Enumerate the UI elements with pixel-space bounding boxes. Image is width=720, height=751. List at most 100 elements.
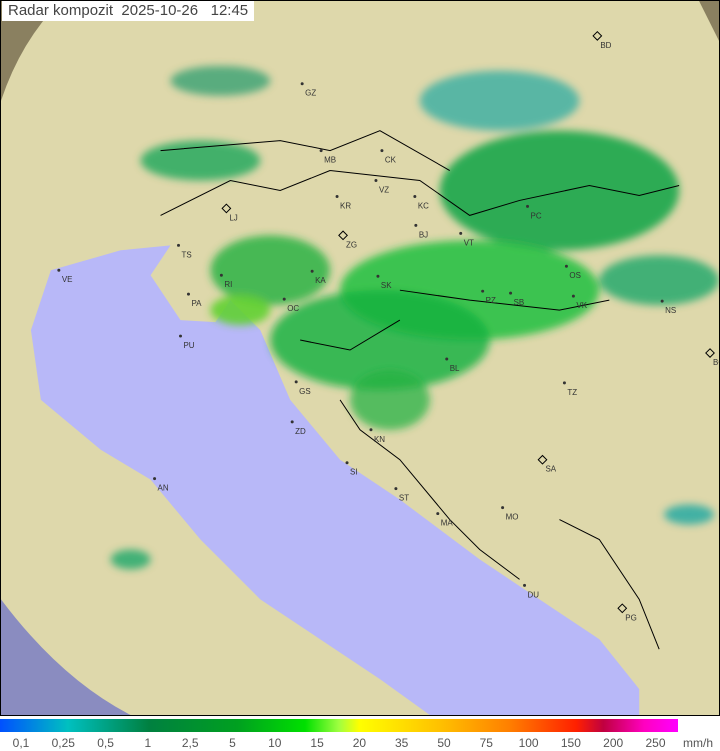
city-label: VE bbox=[62, 275, 73, 284]
city-marker bbox=[501, 506, 505, 510]
city-label: KC bbox=[418, 201, 429, 210]
city-label: SK bbox=[381, 281, 392, 290]
scale-label: 20 bbox=[352, 736, 367, 750]
city-label: BL bbox=[450, 364, 460, 373]
city-label: ST bbox=[399, 494, 409, 503]
scale-unit: mm/h bbox=[683, 736, 713, 750]
scale-label: 75 bbox=[479, 736, 493, 750]
city-label: SI bbox=[350, 468, 358, 477]
city-marker bbox=[282, 297, 286, 301]
city-marker bbox=[459, 231, 463, 235]
city-marker bbox=[380, 149, 384, 153]
scale-label: 15 bbox=[310, 736, 324, 750]
city-marker bbox=[571, 294, 575, 298]
radar-map[interactable]: BD GZ MB CK VZ KC KR LJ BJ ZG VT PC TS VE KA SK RI OS PZ SB… bbox=[0, 0, 720, 716]
city-marker bbox=[376, 274, 380, 278]
city-label: OS bbox=[569, 271, 581, 280]
city-marker bbox=[186, 292, 190, 296]
precipitation-color-scale bbox=[0, 719, 678, 732]
city-marker bbox=[374, 179, 378, 182]
borders bbox=[160, 130, 680, 650]
city-marker bbox=[436, 512, 440, 516]
city-label: MB bbox=[324, 156, 336, 165]
city-label: CK bbox=[385, 156, 397, 165]
city-marker bbox=[319, 149, 323, 153]
city-marker bbox=[57, 268, 61, 272]
city-label: VZ bbox=[379, 185, 389, 194]
city-marker bbox=[310, 269, 314, 273]
city-label: LJ bbox=[229, 213, 237, 222]
city-label: PG bbox=[625, 613, 637, 622]
city-marker bbox=[617, 603, 628, 614]
city-label: DU bbox=[528, 590, 540, 599]
outside-sea bbox=[1, 599, 131, 715]
scale-label: 0,1 bbox=[12, 736, 30, 750]
city-marker bbox=[564, 264, 568, 268]
scale-label: 250 bbox=[645, 736, 666, 750]
scale-label: 1 bbox=[144, 736, 152, 750]
city-marker bbox=[179, 334, 182, 338]
city-label: GZ bbox=[305, 89, 316, 98]
scale-label: 0,5 bbox=[97, 736, 114, 750]
city-marker bbox=[394, 487, 398, 491]
city-marker bbox=[562, 381, 566, 385]
city-label: VK bbox=[576, 301, 587, 310]
city-marker bbox=[660, 299, 664, 303]
sea bbox=[30, 245, 640, 715]
city-marker bbox=[509, 291, 513, 295]
city-marker bbox=[705, 348, 715, 358]
city-marker bbox=[300, 82, 304, 86]
city-label: SB bbox=[514, 298, 525, 307]
city-marker bbox=[290, 420, 294, 424]
scale-label: 10 bbox=[268, 736, 282, 750]
scale-label: 100 bbox=[518, 736, 539, 750]
city-label: BD bbox=[600, 41, 611, 50]
scale-label: 2,5 bbox=[181, 736, 199, 750]
city-marker bbox=[153, 477, 157, 481]
city-label: ZD bbox=[295, 427, 306, 436]
scale-labels: 0,1 0,25 0,5 1 2,5 5 10 15 20 35 50 75 100 150 200 250 m… bbox=[0, 736, 720, 751]
city-label: GS bbox=[299, 387, 311, 396]
scale-label: 0,25 bbox=[51, 736, 75, 750]
city-label: RI bbox=[224, 280, 232, 289]
city-label: OC bbox=[287, 304, 299, 313]
city-marker bbox=[335, 194, 339, 198]
city-label: PA bbox=[191, 299, 202, 308]
city-marker bbox=[445, 357, 449, 361]
city-label: MO bbox=[506, 513, 519, 522]
city-label: TZ bbox=[567, 388, 577, 397]
city-marker bbox=[221, 203, 232, 214]
city-label: KA bbox=[315, 276, 326, 285]
scale-label: 5 bbox=[229, 736, 236, 750]
city-label: PU bbox=[183, 341, 194, 350]
city-label: PC bbox=[531, 211, 542, 220]
city-label: NS bbox=[665, 306, 676, 315]
city-marker bbox=[481, 289, 485, 293]
city-marker bbox=[414, 223, 418, 227]
city-label: MA bbox=[441, 519, 454, 528]
map-title: Radar kompozit 2025-10-26 12:45 bbox=[2, 1, 255, 21]
city-label: ZG bbox=[346, 240, 357, 249]
city-marker bbox=[413, 194, 417, 198]
city-marker bbox=[526, 204, 530, 208]
scale-label: 50 bbox=[437, 736, 451, 750]
city-label: SA bbox=[545, 465, 556, 474]
city-label: KR bbox=[340, 201, 351, 210]
city-marker bbox=[345, 461, 349, 465]
city-label: KN bbox=[374, 435, 385, 444]
city-marker bbox=[523, 583, 527, 587]
city-marker bbox=[369, 428, 373, 432]
city-label: TS bbox=[182, 250, 192, 259]
scale-label: 200 bbox=[603, 736, 624, 750]
city-label: PZ bbox=[486, 296, 496, 305]
scale-label: 150 bbox=[560, 736, 581, 750]
city-label: AN bbox=[158, 484, 169, 493]
city-label: BJ bbox=[419, 230, 428, 239]
city-marker bbox=[177, 243, 181, 247]
city-label: BG bbox=[713, 358, 720, 367]
city-label: VT bbox=[464, 238, 474, 247]
city-marker bbox=[294, 380, 298, 384]
city-marker bbox=[537, 454, 548, 465]
city-marker bbox=[592, 30, 603, 41]
city-marker bbox=[219, 273, 223, 277]
